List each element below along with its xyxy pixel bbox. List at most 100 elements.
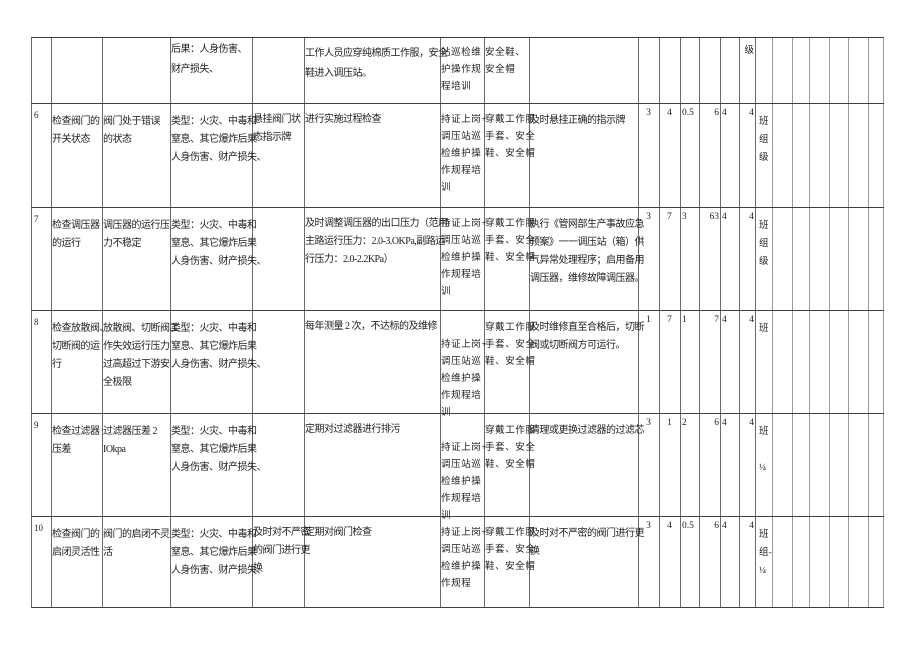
cell-control-level-row2: 班 组 级	[759, 221, 769, 267]
cell-control-level-row3: 班	[759, 324, 769, 334]
table-grid-vline	[680, 37, 681, 607]
cell-control-grade-row5: 4	[749, 521, 754, 531]
cell-e-row1: 4	[667, 108, 672, 118]
cell-control-grade-row3: 4	[749, 315, 754, 325]
cell-risk-grade-row4: 4	[722, 418, 727, 428]
cell-d-row4: 6	[714, 418, 719, 428]
cell-c-row5: 0.5	[682, 521, 694, 531]
cell-risk-type-consequence-row2: 类型：火灾、中毒和 窒息、其它爆炸后果 人身伤害、财产损失、	[171, 220, 267, 267]
cell-risk-type-consequence-row3: 类型：火灾、中毒和 窒息、其它爆炸后果 人身伤害、财产损失、	[171, 323, 267, 370]
table-grid-vline	[809, 37, 810, 607]
cell-serial-no-row1: 6	[34, 110, 39, 120]
cell-e-row4: 1	[667, 418, 672, 428]
cell-l-row3: 1	[646, 315, 651, 325]
cell-engineering-measure-row1: 悬挂阀门状 态指示牌	[253, 114, 301, 143]
cell-c-row4: 2	[682, 418, 687, 428]
table-grid-hline	[31, 207, 884, 208]
cell-control-grade-row2: 4	[749, 212, 754, 222]
cell-control-grade-row4: 4	[749, 418, 754, 428]
table-grid-hline	[31, 607, 884, 608]
cell-l-row5: 3	[646, 521, 651, 531]
cell-management-measure-row3: 每年测量 2 次，不达标的及维修	[305, 321, 438, 332]
cell-emergency-measure-row4: 清理或更换过滤器的过滤芯	[530, 425, 645, 436]
cell-inspection-item-row3: 检查放散阀、 切断阀的运 行	[52, 323, 110, 370]
table-grid-vline	[31, 37, 32, 607]
cell-management-measure-row4: 定期对过滤器进行排污	[305, 424, 401, 435]
cell-management-measure-row1: 进行实施过程检查	[305, 114, 382, 125]
cell-d-row5: 6	[714, 521, 719, 531]
table-grid-vline	[51, 37, 52, 607]
table-grid-vline	[829, 37, 830, 607]
cell-management-measure-row0: 工作人员应穿纯棉质工作服，安全 鞋进入调压站。	[305, 48, 448, 79]
cell-e-row5: 4	[667, 521, 672, 531]
cell-serial-no-row3: 8	[34, 317, 39, 327]
cell-risk-grade-row5: 4	[722, 521, 727, 531]
cell-serial-no-row4: 9	[34, 420, 39, 430]
cell-engineering-measure-row5: 及时对不严密 的阀门进行更 换	[253, 527, 311, 574]
cell-control-level-row5: 班 组- ¼	[759, 530, 772, 576]
table-grid-vline	[440, 37, 441, 607]
cell-risk-grade-row1: 4	[722, 108, 727, 118]
cell-management-measure-row2: 及时调整调压器的出口压力（范用: 主路运行压力：2.0-3.OKPa,副路运 行…	[305, 218, 450, 265]
cell-training-measure-row0: 站巡检维 护操作规 程培训	[441, 48, 482, 92]
table-grid-vline	[484, 37, 485, 607]
cell-emergency-measure-row1: 及时悬挂正确的指示牌	[530, 115, 626, 126]
table-grid-vline	[883, 37, 884, 607]
cell-ppe-measure-row5: 穿戴工作服 手套、安全 鞋、安全帽	[485, 528, 536, 572]
table-grid-vline	[170, 37, 171, 607]
cell-ppe-measure-row2: 穿戴工作服 手套、安全 鞋、安全帽	[485, 219, 536, 263]
cell-hazard-description-row4: 过滤器压差 2 IOkpa	[103, 426, 158, 455]
table-grid-vline	[792, 37, 793, 607]
cell-emergency-measure-row3: 及时维修直至合格后，切断 阀或切断阀方可运行。	[530, 322, 645, 351]
cell-serial-no-row5: 10	[34, 523, 43, 533]
table-grid-vline	[304, 37, 305, 607]
cell-risk-type-consequence-row0: 后果：人身伤害、 财产损失、	[171, 44, 248, 75]
cell-ppe-measure-row0: 安全鞋、 安全帽	[485, 48, 526, 75]
table-grid-vline	[772, 37, 773, 607]
cell-emergency-measure-row2: 执行《管网部生产事故应急 预案》一一调压站（箱）供 气异常处理程序；启用备用 调…	[530, 219, 645, 284]
table-grid-hline	[31, 516, 884, 517]
cell-control-level-row4: 班 ¼	[759, 427, 769, 473]
cell-d-row2: 63	[709, 212, 720, 222]
table-grid-vline	[659, 37, 660, 607]
cell-control-grade-row1: 4	[749, 108, 754, 118]
table-grid-vline	[755, 37, 756, 607]
cell-management-measure-row5: 定期对阀门检查	[305, 527, 372, 538]
cell-l-row1: 3	[646, 108, 651, 118]
cell-risk-type-consequence-row4: 类型：火灾、中毒和 窒息、其它爆炸后果 人身伤害、财产损失、	[171, 426, 267, 473]
cell-risk-type-consequence-row1: 类型：火灾、中毒和 窒息、其它爆炸后果 人身伤害、财产损失、	[171, 116, 267, 163]
cell-emergency-measure-row5: 及时对不严密的阀门进行更 换	[530, 528, 645, 557]
cell-d-row1: 6	[714, 108, 719, 118]
cell-d-row3: 7	[714, 315, 719, 325]
cell-control-grade-row0: 级	[744, 46, 754, 56]
table-grid-vline	[102, 37, 103, 607]
cell-training-measure-row3: 持证上岗+ 调压站巡 检维护操 作规程培 训	[441, 340, 488, 418]
table-grid-vline	[720, 37, 721, 607]
cell-hazard-description-row3: 放散阀、切断阀工 作失效运行压力 过高超过下游安 全极限	[103, 323, 180, 388]
cell-inspection-item-row2: 检查调压器 的运行	[52, 220, 100, 249]
cell-training-measure-row4: 持证上岗+ 调压站巡 检维护操 作规程培 训	[441, 443, 488, 521]
cell-control-level-row1: 班 组 级	[759, 117, 769, 163]
cell-training-measure-row5: 持证上岗+ 调压站巡 检维护操 作规程	[441, 528, 488, 589]
cell-risk-grade-row3: 4	[722, 315, 727, 325]
table-grid-hline	[31, 310, 884, 311]
table-grid-vline	[699, 37, 700, 607]
cell-l-row4: 3	[646, 418, 651, 428]
cell-training-measure-row1: 持证上岗+ 调压站巡 检维护操 作规程培 训	[441, 115, 488, 193]
table-grid-vline	[252, 37, 253, 607]
cell-training-measure-row2: 持证上岗+ 调压站巡 检维护操 作规程培 训	[441, 219, 488, 297]
cell-inspection-item-row4: 检查过滤器 压差	[52, 426, 100, 455]
cell-e-row3: 7	[667, 315, 672, 325]
cell-hazard-description-row1: 阀门处于错误 的状态	[103, 116, 161, 145]
cell-e-row2: 7	[667, 212, 672, 222]
table-grid-hline	[31, 37, 884, 38]
table-grid-hline	[31, 103, 884, 104]
table-grid-vline	[529, 37, 530, 607]
cell-c-row2: 3	[682, 212, 687, 222]
cell-l-row2: 3	[646, 212, 651, 222]
table-grid-vline	[868, 37, 869, 607]
cell-hazard-description-row5: 阀门的启闭不灵 活	[103, 529, 170, 558]
cell-hazard-description-row2: 调压器的运行压 力不稳定	[103, 220, 170, 249]
cell-c-row3: 1	[682, 315, 687, 325]
